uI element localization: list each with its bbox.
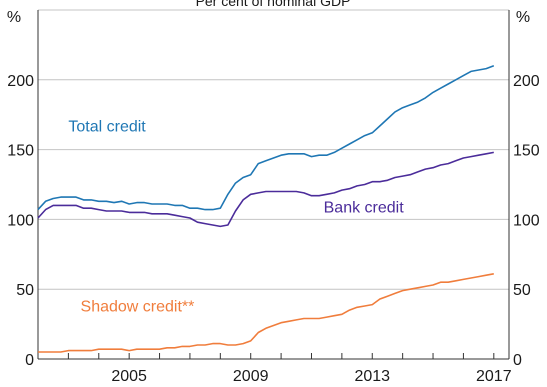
y-tick-label-right: 200 <box>513 73 540 90</box>
y-tick-label-right: 50 <box>513 282 531 299</box>
y-tick-label-left: 0 <box>25 352 34 369</box>
y-tick-label-left: 50 <box>16 282 34 299</box>
x-tick-label: 2005 <box>111 368 147 385</box>
left-unit-label: % <box>7 9 21 26</box>
y-tick-label-left: 200 <box>7 73 34 90</box>
x-tick-label: 2009 <box>233 368 269 385</box>
y-tick-label-right: 0 <box>513 352 522 369</box>
axes: 0 0 50 50 100 100 150 150 200 200 2005 2009 2013 2017 <box>7 10 540 385</box>
x-tick-label: 2017 <box>476 368 512 385</box>
shadow-credit-label: Shadow credit** <box>81 299 195 316</box>
bank-credit-line <box>37 151 494 228</box>
y-tick-label-right: 100 <box>513 212 540 229</box>
series-lines <box>37 65 495 353</box>
y-tick-label-right: 150 <box>513 143 540 160</box>
y-tick-label-left: 150 <box>7 143 34 160</box>
bank-credit-label: Bank credit <box>324 199 405 216</box>
x-tick-label: 2013 <box>354 368 390 385</box>
chart-title: Per cent of nominal GDP <box>196 0 351 9</box>
right-unit-label: % <box>516 9 530 26</box>
series-labels: Total credit Bank credit Shadow credit** <box>68 118 404 315</box>
shadow-credit-line <box>38 273 494 353</box>
total-credit-label: Total credit <box>68 118 146 135</box>
total-credit-line <box>37 65 495 211</box>
y-tick-label-left: 100 <box>7 212 34 229</box>
